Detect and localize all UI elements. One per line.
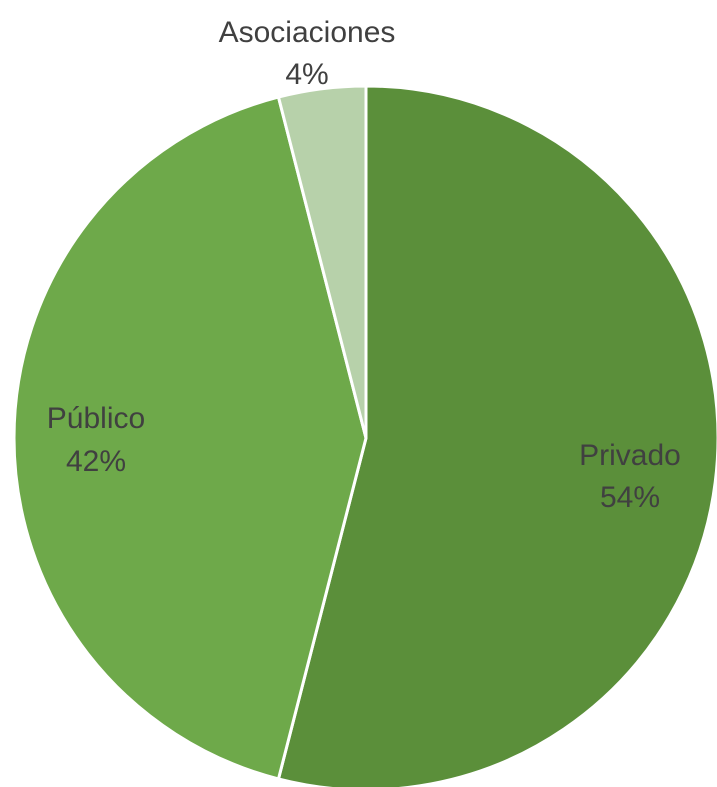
slices-layer [12, 84, 717, 787]
pie-slice-privado [276, 84, 717, 787]
pie-slice-publico [12, 95, 368, 781]
labels-layer: Privado 54% Público 42% Asociaciones 4% [47, 16, 681, 514]
pie-slice-asociaciones [276, 84, 368, 439]
slice-value-label-asociaciones: 4% [285, 58, 328, 91]
slice-value-label-publico: 42% [66, 445, 126, 478]
slice-value-label-privado: 54% [600, 481, 660, 514]
slice-label-privado: Privado [579, 439, 681, 472]
slice-label-asociaciones: Asociaciones [219, 16, 396, 49]
slice-label-publico: Público [47, 402, 145, 435]
